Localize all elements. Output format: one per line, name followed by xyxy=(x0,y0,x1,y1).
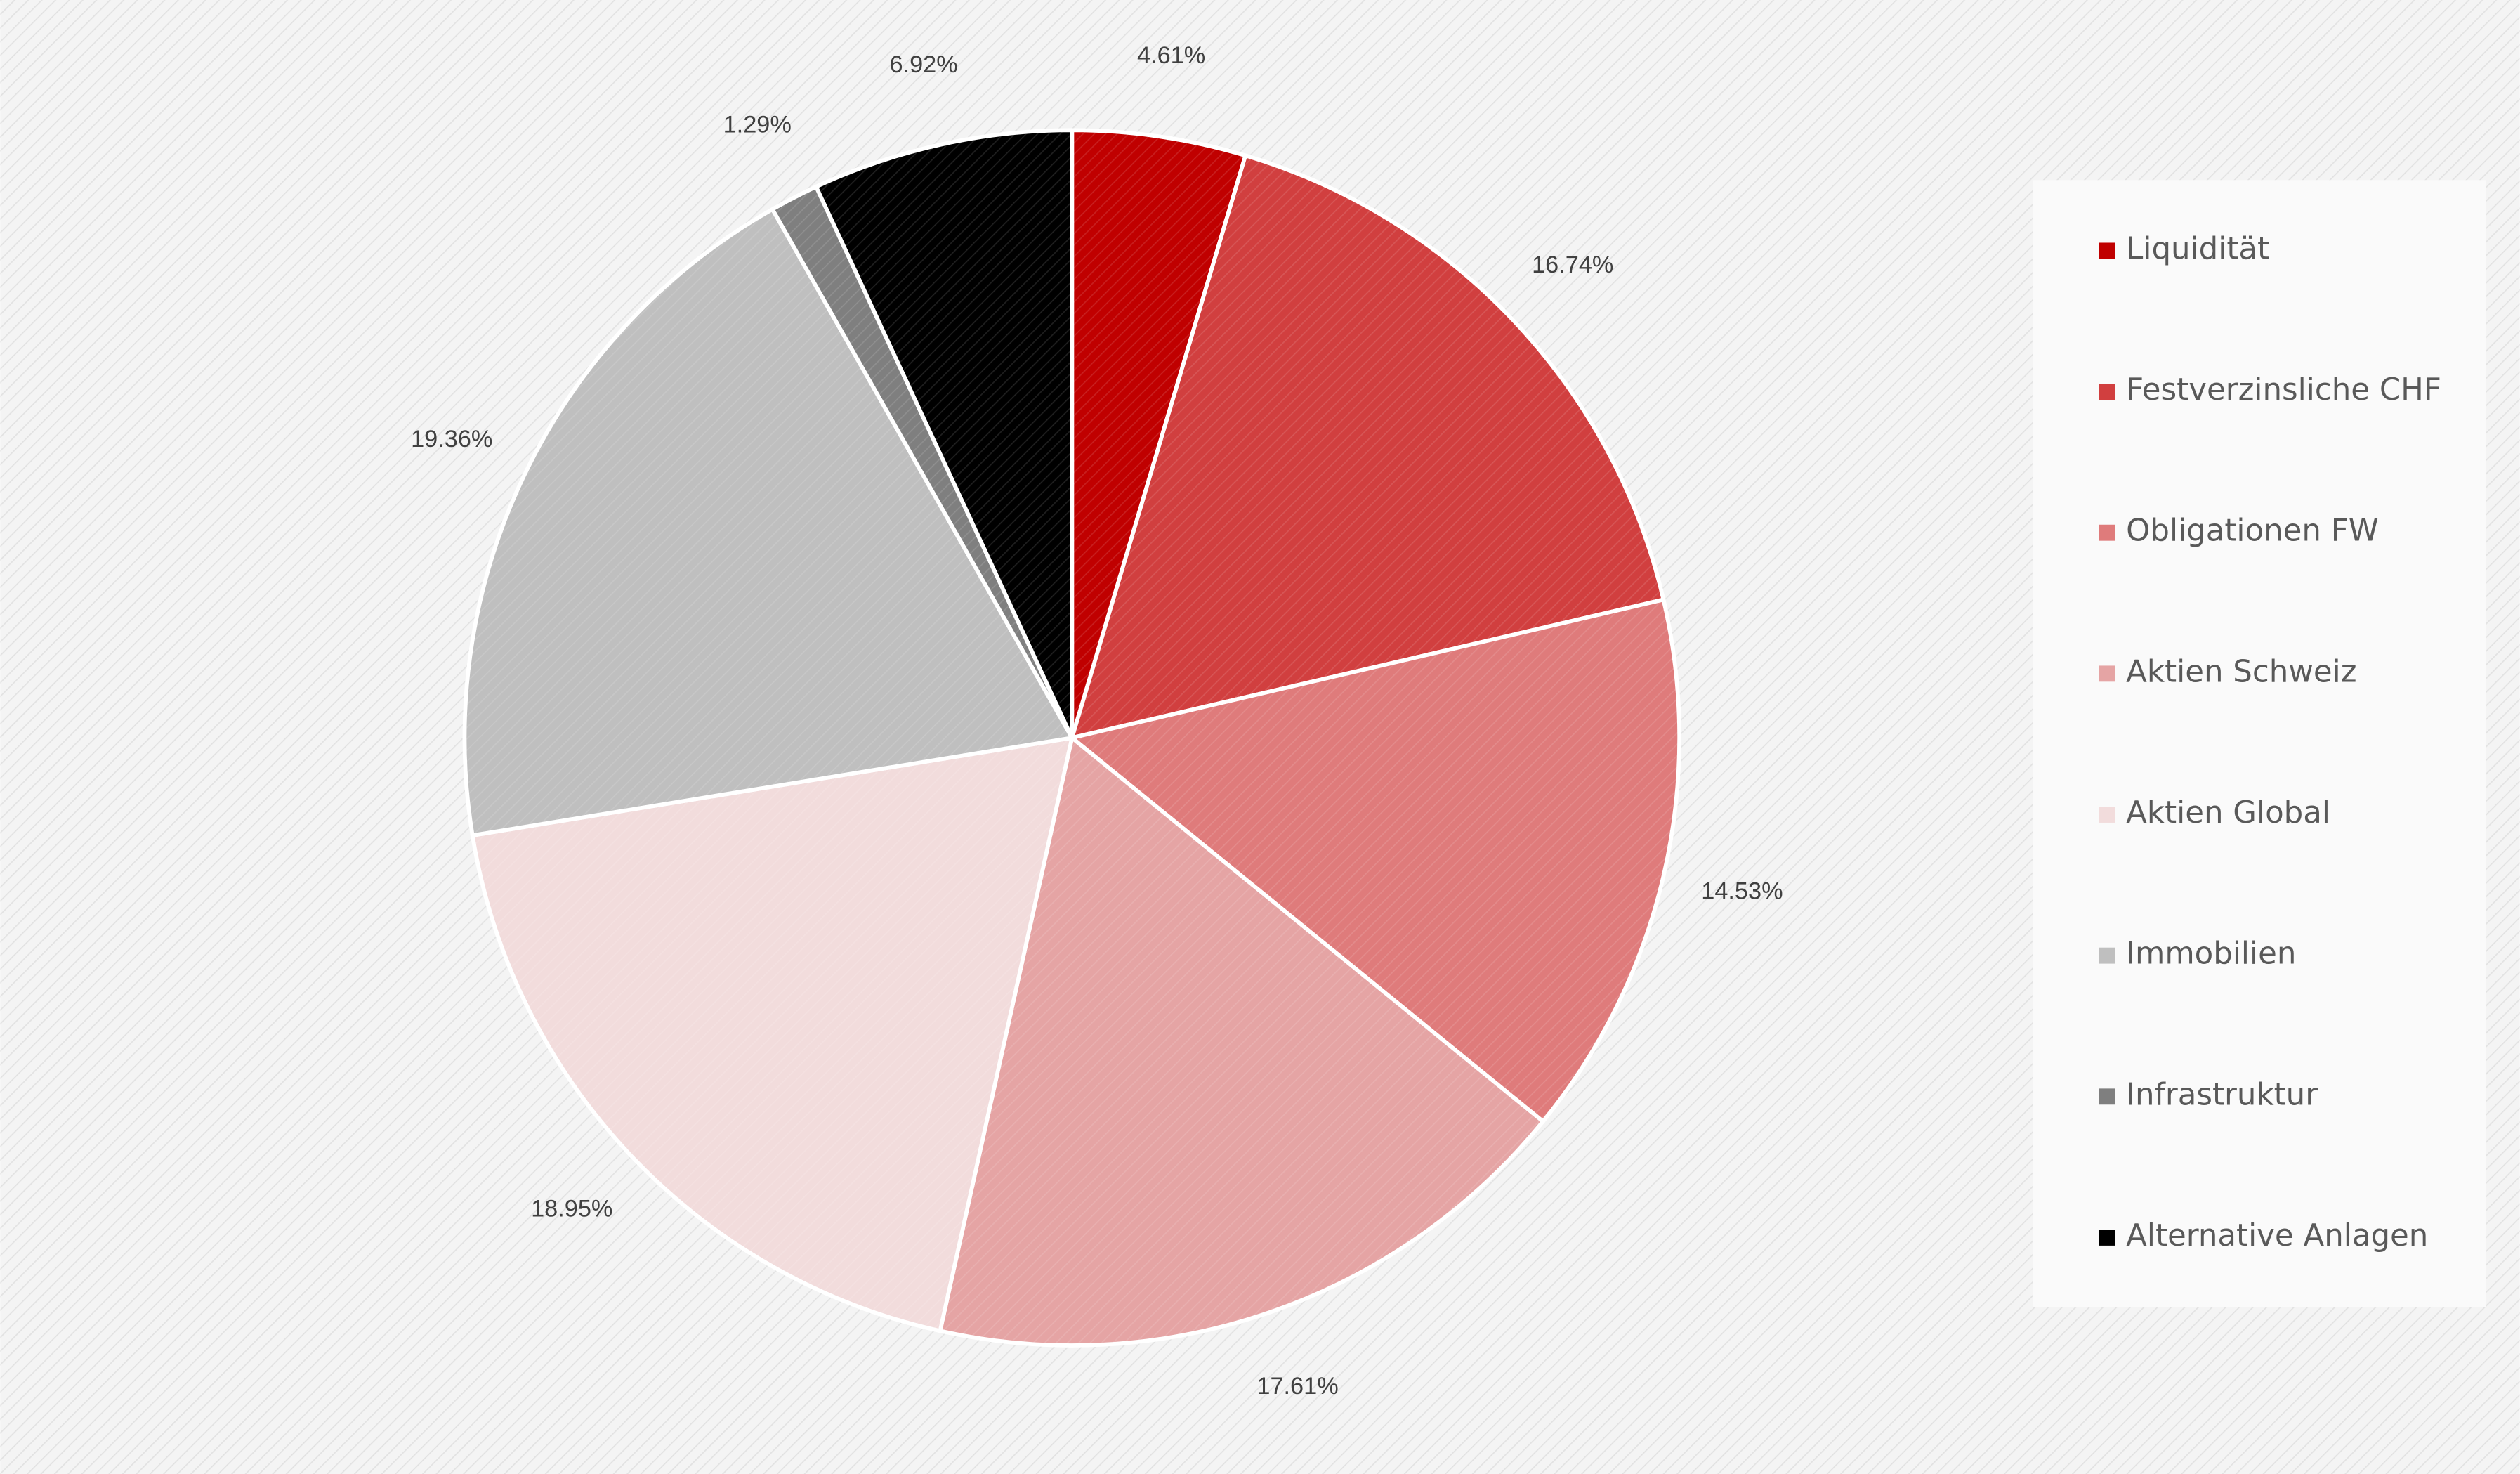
slice-texture xyxy=(816,130,1072,738)
legend-label: Aktien Schweiz xyxy=(2126,654,2356,689)
slice-texture xyxy=(772,186,1072,738)
legend-marker xyxy=(2099,947,2115,964)
slice-texture xyxy=(940,738,1543,1345)
data-label: 18.95% xyxy=(531,1195,612,1222)
legend-label: Liquidität xyxy=(2126,231,2269,266)
slice-texture xyxy=(1072,599,1680,1122)
slice-texture xyxy=(472,738,1072,1331)
data-label: 17.61% xyxy=(1256,1373,1338,1400)
legend-box xyxy=(2033,180,2486,1307)
legend-marker xyxy=(2099,1230,2115,1246)
slice-texture xyxy=(1072,155,1664,738)
legend: Liquidität Festverzinsliche CHF Obligation… xyxy=(2099,231,2441,1253)
legend-marker xyxy=(2099,384,2115,400)
legend-marker xyxy=(2099,665,2115,682)
legend-marker xyxy=(2099,1088,2115,1105)
legend-label: Alternative Anlagen xyxy=(2126,1218,2428,1253)
slice-texture xyxy=(464,209,1072,836)
data-label: 4.61% xyxy=(1137,42,1205,69)
data-label: 14.53% xyxy=(1701,878,1783,905)
pie: 4.61% 16.74% 14.53% 17.61% 18.95% 19.36% 1.29%… xyxy=(411,42,1783,1400)
data-label: 19.36% xyxy=(411,426,492,452)
legend-label: Obligationen FW xyxy=(2126,514,2379,549)
data-label: 16.74% xyxy=(1532,252,1613,278)
legend-label: Festverzinsliche CHF xyxy=(2126,372,2441,407)
legend-marker xyxy=(2099,807,2115,823)
data-label: 6.92% xyxy=(890,51,958,78)
legend-label: Immobilien xyxy=(2126,937,2296,972)
legend-label: Aktien Global xyxy=(2126,795,2330,830)
legend-label: Infrastruktur xyxy=(2126,1077,2318,1112)
data-label: 1.29% xyxy=(723,112,792,138)
legend-marker xyxy=(2099,242,2115,259)
legend-marker xyxy=(2099,524,2115,541)
